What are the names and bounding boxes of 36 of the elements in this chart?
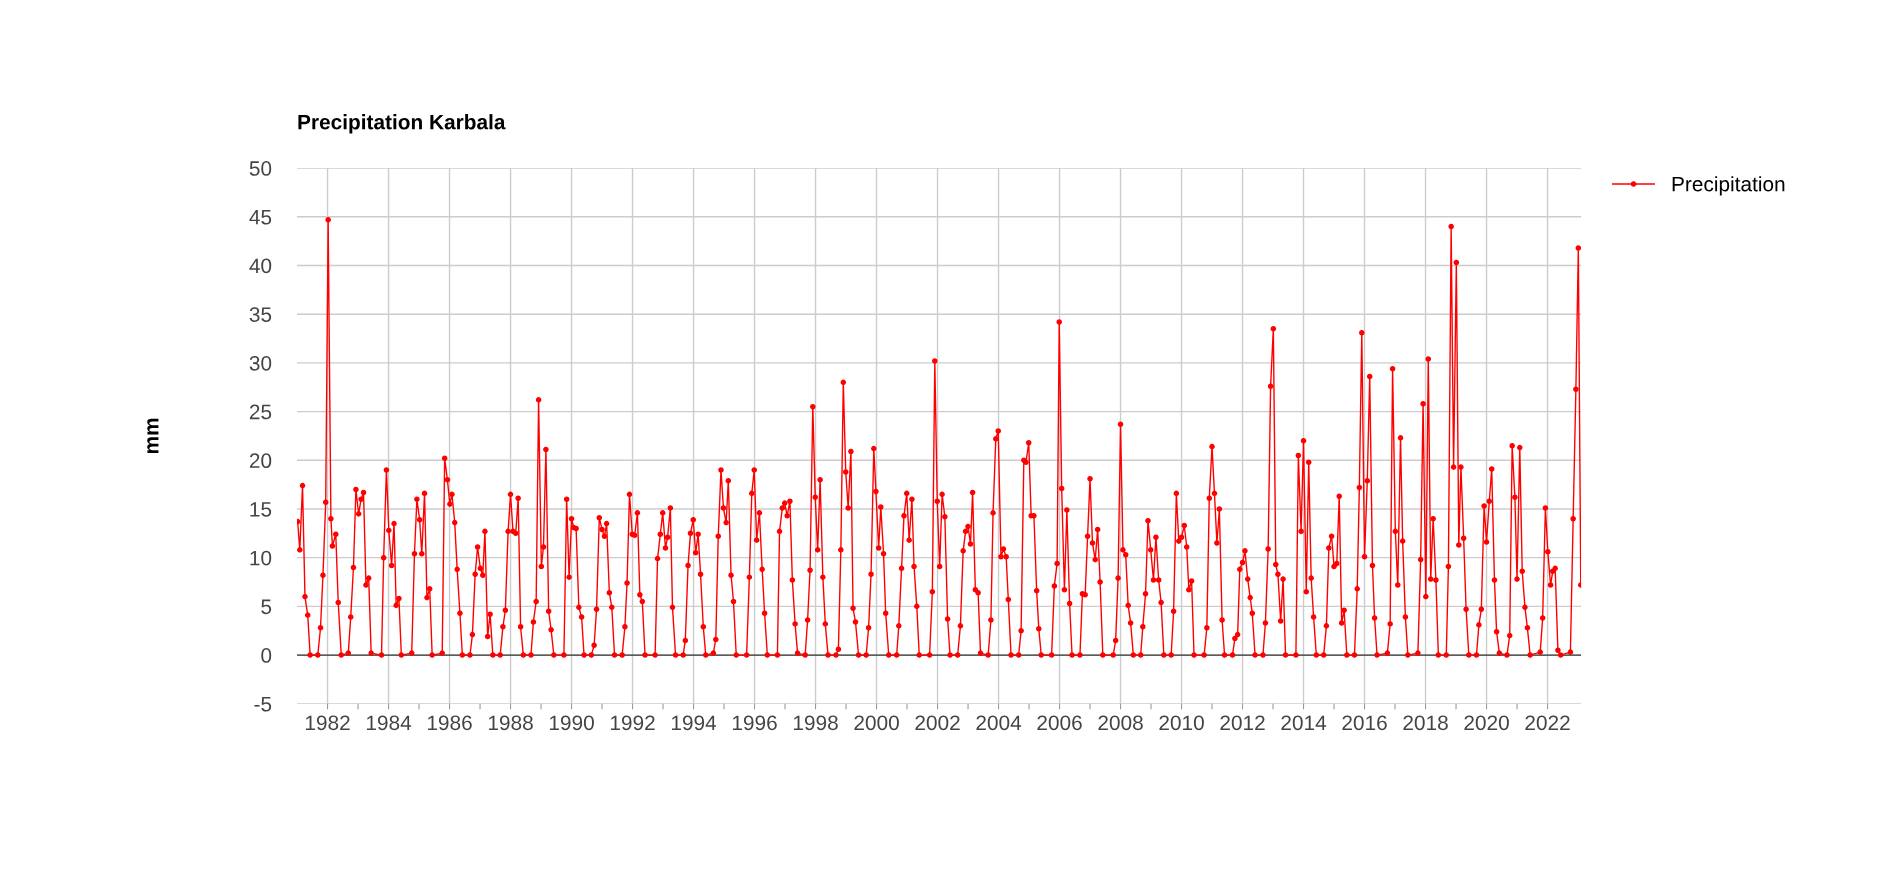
y-tick-label: 50 — [249, 161, 272, 176]
x-tick-label: 2018 — [1403, 715, 1448, 731]
x-tick-label: 2000 — [854, 715, 899, 731]
x-tick-label: 2014 — [1281, 715, 1327, 731]
chart-title: Precipitation Karbala — [298, 114, 506, 134]
x-tick-label: 1990 — [549, 715, 594, 731]
x-tick-label: 1986 — [427, 715, 472, 731]
y-tick-label: -5 — [254, 696, 272, 712]
y-axis-title: mm — [147, 418, 159, 454]
x-tick-label: 1984 — [366, 715, 412, 731]
y-tick-label: 15 — [250, 502, 272, 517]
x-tick-label: 1998 — [793, 715, 838, 731]
x-tick-label: 1994 — [671, 715, 717, 731]
y-tick-label: 40 — [249, 258, 272, 274]
x-tick-label: 2008 — [1098, 715, 1143, 731]
y-tick-label: 0 — [261, 648, 272, 663]
x-tick-label: 2004 — [976, 715, 1022, 731]
x-tick-label: 1992 — [610, 715, 655, 731]
x-tick-label: 2002 — [915, 715, 960, 731]
x-tick-label: 2020 — [1464, 715, 1509, 731]
y-tick-label: 5 — [261, 599, 272, 615]
y-tick-label: 20 — [249, 453, 272, 469]
x-tick-label: 2012 — [1220, 715, 1265, 731]
x-tick-label: 1982 — [305, 715, 350, 731]
x-tick-label: 2010 — [1159, 715, 1204, 731]
legend-label: Precipitation — [1672, 176, 1785, 196]
y-tick-label: 10 — [250, 550, 272, 566]
x-tick-label: 1988 — [488, 715, 533, 731]
y-tick-label: 45 — [249, 210, 272, 225]
y-tick-label: 35 — [249, 307, 272, 322]
x-tick-label: 1996 — [732, 715, 777, 731]
y-tick-label: 25 — [249, 404, 272, 420]
x-tick-label: 2016 — [1342, 715, 1387, 731]
y-tick-label: 30 — [249, 355, 272, 371]
x-tick-label: 2006 — [1037, 715, 1082, 731]
x-tick-label: 2022 — [1525, 715, 1570, 731]
